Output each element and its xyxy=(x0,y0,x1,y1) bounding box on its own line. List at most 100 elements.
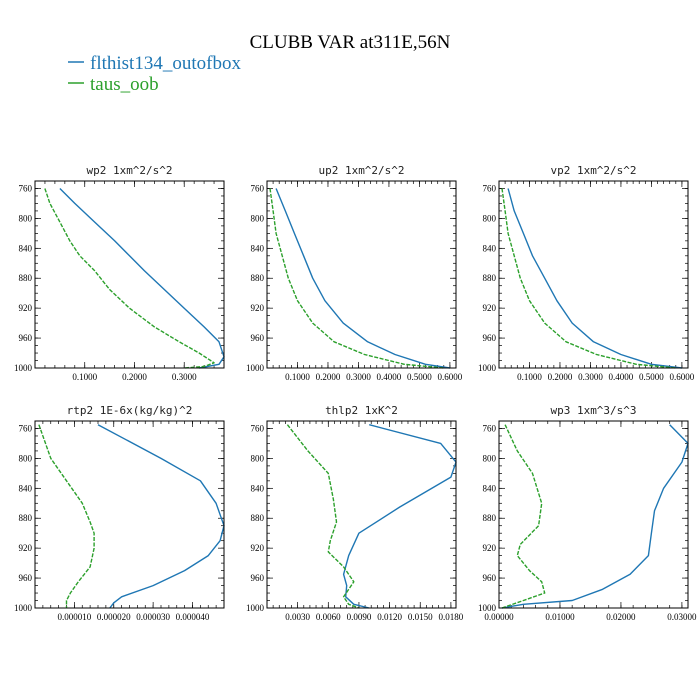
y-tick-label: 800 xyxy=(19,213,33,223)
y-tick-label: 880 xyxy=(251,513,265,523)
x-tick-label: 0.0180 xyxy=(439,612,464,622)
y-tick-label: 960 xyxy=(483,333,497,343)
x-tick-label: 0.4000 xyxy=(377,372,402,382)
y-tick-label: 880 xyxy=(19,273,33,283)
panel-title: wp2 1xm^2/s^2 xyxy=(86,164,172,177)
y-tick-label: 800 xyxy=(19,453,33,463)
y-tick-label: 1000 xyxy=(246,363,265,373)
panel-title: rtp2 1E-6x(kg/kg)^2 xyxy=(67,404,193,417)
y-tick-label: 920 xyxy=(251,543,265,553)
y-tick-label: 880 xyxy=(483,513,497,523)
legend-label-1: flthist134_outofbox xyxy=(90,53,241,74)
y-tick-label: 960 xyxy=(19,573,33,583)
y-tick-label: 800 xyxy=(483,453,497,463)
panel-3: vp2 1xm^2/s^2 760 800 840 880 920 960 1000 0.100… xyxy=(478,164,695,382)
panel-frame xyxy=(266,420,457,609)
panel-frame xyxy=(34,180,225,369)
panel-frame xyxy=(498,180,689,369)
panel-frame xyxy=(498,420,689,609)
x-tick-label: 0.6000 xyxy=(438,372,463,382)
x-tick-label: 0.3000 xyxy=(346,372,371,382)
y-tick-label: 840 xyxy=(19,243,33,253)
y-tick-label: 840 xyxy=(483,483,497,493)
panel-title: wp3 1xm^3/s^3 xyxy=(550,404,636,417)
y-tick-label: 960 xyxy=(251,573,265,583)
panel-2: up2 1xm^2/s^2 760 800 840 880 920 960 1000 0.100… xyxy=(246,164,463,382)
series-line-taus-oob xyxy=(44,188,215,369)
x-tick-label: 0.0060 xyxy=(316,612,341,622)
y-tick-label: 960 xyxy=(19,333,33,343)
y-tick-label: 760 xyxy=(483,423,497,433)
x-tick-label: 0.000010 xyxy=(58,612,92,622)
y-tick-label: 920 xyxy=(19,543,33,553)
y-tick-label: 840 xyxy=(251,483,265,493)
y-tick-label: 1000 xyxy=(14,603,33,613)
y-tick-label: 880 xyxy=(251,273,265,283)
legend: flthist134_outofbox taus_oob xyxy=(68,53,241,95)
x-tick-label: 0.00000 xyxy=(484,612,514,622)
y-tick-label: 840 xyxy=(251,243,265,253)
y-tick-label: 880 xyxy=(19,513,33,523)
x-tick-label: 0.0090 xyxy=(347,612,372,622)
x-tick-label: 0.000020 xyxy=(97,612,131,622)
panel-frame xyxy=(34,420,225,609)
y-tick-label: 760 xyxy=(19,183,33,193)
series-line-taus-oob xyxy=(501,424,546,609)
x-tick-label: 0.1000 xyxy=(72,372,97,382)
legend-label-2: taus_oob xyxy=(90,74,159,95)
x-tick-label: 0.01000 xyxy=(545,612,575,622)
x-tick-label: 0.3000 xyxy=(578,372,603,382)
x-tick-label: 0.2000 xyxy=(122,372,147,382)
y-tick-label: 1000 xyxy=(478,363,497,373)
panel-5: thlp2 1xK^2 760 800 840 880 920 960 1000 0.0030 0… xyxy=(246,404,464,622)
panel-frame xyxy=(266,180,457,369)
x-tick-label: 0.02000 xyxy=(606,612,636,622)
y-tick-label: 760 xyxy=(483,183,497,193)
y-tick-label: 1000 xyxy=(246,603,265,613)
series-line-taus-oob xyxy=(501,188,676,369)
y-tick-label: 920 xyxy=(483,303,497,313)
panel-title: thlp2 1xK^2 xyxy=(325,404,398,417)
y-tick-label: 800 xyxy=(251,213,265,223)
y-tick-label: 760 xyxy=(19,423,33,433)
y-tick-label: 840 xyxy=(19,483,33,493)
series-line-flthist134 xyxy=(342,424,457,609)
x-tick-label: 0.0150 xyxy=(408,612,433,622)
panel-title: up2 1xm^2/s^2 xyxy=(318,164,404,177)
panel-1: wp2 1xm^2/s^2 760 800 840 880 920 960 1000 0.100… xyxy=(14,164,225,382)
panel-4: rtp2 1E-6x(kg/kg)^2 760 800 840 880 920 960 100… xyxy=(14,404,225,622)
y-tick-label: 800 xyxy=(483,213,497,223)
series-line-flthist134 xyxy=(97,424,225,609)
panel-6: wp3 1xm^3/s^3 760 800 840 880 920 960 10000.000… xyxy=(478,404,697,622)
series-line-flthist134 xyxy=(501,424,689,609)
y-tick-label: 1000 xyxy=(14,363,33,373)
panel-grid: wp2 1xm^2/s^2 760 800 840 880 920 960 1000 0.100… xyxy=(14,164,697,622)
y-tick-label: 760 xyxy=(251,183,265,193)
x-tick-label: 0.4000 xyxy=(609,372,634,382)
x-tick-label: 0.6000 xyxy=(670,372,695,382)
x-tick-label: 0.3000 xyxy=(172,372,197,382)
y-tick-label: 1000 xyxy=(478,603,497,613)
panel-title: vp2 1xm^2/s^2 xyxy=(550,164,636,177)
y-tick-label: 920 xyxy=(251,303,265,313)
x-tick-label: 0.5000 xyxy=(407,372,432,382)
series-line-taus-oob xyxy=(286,424,360,609)
y-tick-label: 800 xyxy=(251,453,265,463)
series-line-flthist134 xyxy=(275,188,451,369)
y-tick-label: 840 xyxy=(483,243,497,253)
x-tick-label: 0.000030 xyxy=(136,612,170,622)
series-line-flthist134 xyxy=(507,188,682,369)
figure-title: CLUBB VAR at311E,56N xyxy=(250,32,451,53)
y-tick-label: 760 xyxy=(251,423,265,433)
y-tick-label: 960 xyxy=(483,573,497,583)
x-tick-label: 0.03000 xyxy=(667,612,697,622)
y-tick-label: 920 xyxy=(483,543,497,553)
y-tick-label: 880 xyxy=(483,273,497,283)
x-tick-label: 0.5000 xyxy=(639,372,664,382)
y-tick-label: 960 xyxy=(251,333,265,343)
series-line-taus-oob xyxy=(269,188,444,369)
x-tick-label: 0.2000 xyxy=(548,372,573,382)
x-tick-label: 0.000040 xyxy=(176,612,210,622)
x-tick-label: 0.0030 xyxy=(285,612,310,622)
